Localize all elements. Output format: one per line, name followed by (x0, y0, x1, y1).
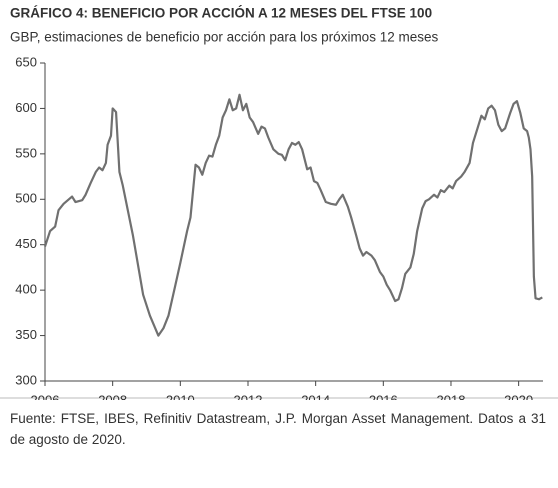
y-tick-label: 550 (15, 145, 37, 160)
x-tick-label: 2010 (166, 392, 195, 400)
y-tick-label: 300 (15, 372, 37, 387)
y-tick-label: 400 (15, 282, 37, 297)
x-tick-label: 2012 (234, 392, 263, 400)
chart-title: GRÁFICO 4: BENEFICIO POR ACCIÓN A 12 MES… (10, 6, 432, 21)
x-tick-label: 2008 (98, 392, 127, 400)
y-tick-label: 350 (15, 327, 37, 342)
y-tick-label: 500 (15, 191, 37, 206)
data-line (43, 93, 543, 337)
source-note: Fuente: FTSE, IBES, Refinitiv Datastream… (10, 411, 546, 447)
x-tick-label: 2016 (369, 392, 398, 400)
x-tick-label: 2014 (301, 392, 330, 400)
x-tick-label: 2018 (437, 392, 466, 400)
chart-subtitle: GBP, estimaciones de beneficio por acció… (10, 30, 438, 45)
y-tick-label: 650 (15, 54, 37, 69)
y-tick-label: 600 (15, 100, 37, 115)
x-tick-label: 2020 (504, 392, 533, 400)
y-tick-label: 450 (15, 236, 37, 251)
chart: GRÁFICO 4: BENEFICIO POR ACCIÓN A 12 MES… (0, 6, 558, 407)
x-tick-label: 2006 (31, 392, 60, 400)
